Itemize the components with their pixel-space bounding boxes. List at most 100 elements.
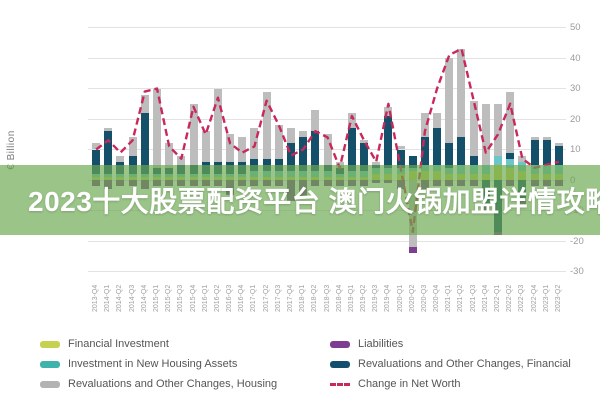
x-axis-label: 2014-Q4	[140, 284, 148, 312]
legend-item: Revaluations and Other Changes, Housing	[40, 374, 330, 394]
x-axis-label: 2020-Q2	[408, 284, 416, 312]
gridline	[88, 271, 566, 272]
x-axis-label: 2021-Q4	[481, 284, 489, 312]
y-tick-label: 10	[570, 144, 581, 155]
bar-segment	[128, 137, 137, 156]
bar-segment	[262, 91, 271, 159]
bar-segment	[384, 115, 393, 168]
x-axis-label: 2021-Q3	[469, 284, 477, 312]
legend-item: Revaluations and Other Changes, Financia…	[330, 354, 571, 374]
x-axis-label: 2018-Q4	[335, 284, 343, 312]
y-tick-label: 30	[570, 83, 581, 94]
x-axis-label: 2019-Q4	[384, 284, 392, 312]
bar-segment	[433, 112, 442, 129]
chart-legend: Financial Investment Investment in New Ho…	[40, 334, 580, 394]
x-axis-label: 2014-Q2	[116, 284, 124, 312]
legend-swatch-icon	[330, 340, 350, 348]
bar-segment	[445, 58, 454, 144]
legend-item-label: Revaluations and Other Changes, Housing	[68, 378, 278, 390]
promo-overlay-text: 2023十大股票配资平台 澳门火锅加盟详情攻略	[28, 186, 600, 217]
bar-segment	[152, 88, 161, 168]
bar-segment	[542, 137, 551, 141]
bar-segment	[506, 152, 515, 159]
x-axis-label: 2015-Q4	[189, 284, 197, 312]
x-axis-label: 2017-Q2	[262, 284, 270, 312]
legend-swatch-icon	[330, 360, 350, 368]
legend-swatch-icon	[40, 340, 60, 348]
legend-column-2: Liabilities Revaluations and Other Change…	[330, 334, 571, 394]
x-axis-label: 2018-Q2	[311, 284, 319, 312]
legend-column-1: Financial Investment Investment in New Ho…	[40, 334, 330, 394]
x-axis-label: 2017-Q4	[286, 284, 294, 312]
x-axis-label: 2015-Q2	[165, 284, 173, 312]
x-axis-label: 2016-Q1	[201, 284, 209, 312]
bar-segment	[469, 155, 478, 165]
x-axis-label: 2022-Q2	[506, 284, 514, 312]
bar-segment	[250, 128, 259, 159]
x-axis-label: 2018-Q1	[299, 284, 307, 312]
legend-item-label: Liabilities	[358, 338, 404, 350]
bar-segment	[299, 131, 308, 138]
legend-item: Liabilities	[330, 334, 571, 354]
bar-segment	[347, 112, 356, 129]
x-axis-label: 2022-Q3	[518, 284, 526, 312]
legend-item-label: Change in Net Worth	[358, 378, 461, 390]
x-axis-label: 2014-Q1	[104, 284, 112, 312]
x-axis-label: 2023-Q1	[542, 284, 550, 312]
bar-segment	[469, 100, 478, 156]
legend-item-label: Investment in New Housing Assets	[68, 358, 238, 370]
legend-item: Change in Net Worth	[330, 374, 571, 394]
x-axis-label: 2015-Q3	[177, 284, 185, 312]
x-axis-label: 2018-Q3	[323, 284, 331, 312]
bar-segment	[530, 140, 539, 165]
legend-item-label: Financial Investment	[68, 338, 169, 350]
gridline	[88, 240, 566, 242]
legend-item: Investment in New Housing Assets	[40, 354, 330, 374]
bar-segment	[457, 48, 466, 138]
bar-segment	[408, 247, 417, 254]
bar-segment	[518, 155, 527, 162]
bar-segment	[530, 137, 539, 141]
bar-segment	[189, 103, 198, 165]
y-tick-label: -30	[570, 266, 584, 277]
promo-overlay-banner: 2023十大股票配资平台 澳门火锅加盟详情攻略	[0, 165, 600, 235]
bar-segment	[226, 134, 235, 162]
bar-segment	[104, 128, 113, 132]
legend-item: Financial Investment	[40, 334, 330, 354]
bar-segment	[554, 143, 563, 147]
bar-segment	[286, 128, 295, 144]
y-tick-label: 40	[570, 52, 581, 64]
bar-segment	[433, 128, 442, 165]
bar-segment	[554, 146, 563, 165]
bar-segment	[92, 143, 101, 150]
legend-swatch-icon	[40, 380, 60, 388]
x-axis-label: 2016-Q3	[226, 284, 234, 312]
bar-segment	[311, 109, 320, 132]
x-axis-label: 2020-Q4	[433, 284, 441, 312]
bar-segment	[396, 146, 405, 150]
bar-segment	[140, 94, 149, 113]
bar-segment	[420, 112, 429, 138]
y-tick-label: -20	[570, 235, 584, 247]
x-axis-label: 2022-Q1	[494, 284, 501, 312]
bar-segment	[457, 137, 466, 165]
x-axis-label: 2017-Q1	[250, 284, 258, 312]
x-axis-label: 2017-Q3	[274, 284, 282, 312]
bar-segment	[238, 137, 247, 162]
y-tick-label: 20	[570, 113, 581, 125]
bar-segment	[494, 155, 502, 165]
x-axis-label: 2020-Q1	[396, 284, 404, 312]
gridline	[88, 27, 566, 28]
bar-segment	[116, 155, 125, 162]
gridline	[88, 57, 566, 59]
bar-segment	[201, 131, 210, 162]
x-axis-label: 2019-Q1	[347, 284, 355, 312]
x-axis-label: 2015-Q1	[152, 284, 160, 312]
x-axis-label: 2023-Q2	[554, 284, 562, 312]
bar-segment	[542, 140, 551, 165]
legend-item-label: Revaluations and Other Changes, Financia…	[358, 358, 571, 370]
bar-segment	[506, 91, 515, 153]
x-axis-label: 2016-Q4	[238, 284, 246, 312]
bar-segment	[481, 103, 490, 165]
